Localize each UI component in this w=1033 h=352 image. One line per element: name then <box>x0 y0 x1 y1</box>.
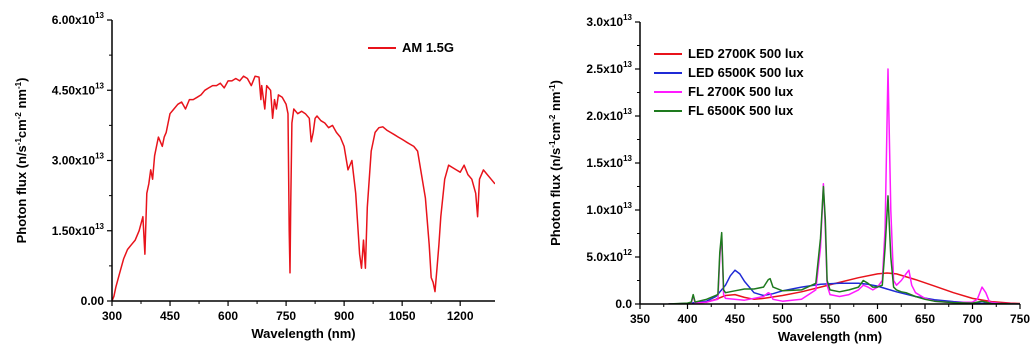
chart-indoor-lights: 350 400 450 500 550 600 650 700 750 0.0 5.0x1012 1.… <box>548 13 1030 344</box>
x-tick-label: 900 <box>334 309 354 323</box>
x-tick-label: 450 <box>160 309 180 323</box>
x-tick-label: 700 <box>962 312 982 326</box>
y-tick-label: 1.5x1013 <box>586 154 632 170</box>
legend-label: FL 6500K 500 lux <box>688 103 794 118</box>
y-tick-label: 1.0x1013 <box>586 201 632 217</box>
y-axis-title: Photon flux (n/s-1cm-2 nm-1) <box>548 80 563 246</box>
legend-label: AM 1.5G <box>402 40 454 55</box>
x-tick-label: 600 <box>218 309 238 323</box>
y-tick-label: 5.0x1012 <box>586 248 632 264</box>
x-tick-label: 500 <box>772 312 792 326</box>
x-tick-label: 1200 <box>447 309 474 323</box>
y-tick-label: 0.00 <box>81 294 105 308</box>
x-tick-label: 750 <box>1010 312 1030 326</box>
chart-am15g: 300 450 600 750 900 1050 1200 0.00 1.50x1013 3.00… <box>14 11 495 341</box>
y-tick-label: 1.50x1013 <box>52 222 105 238</box>
x-tick-label: 600 <box>867 312 887 326</box>
series-line-1 <box>668 269 1020 304</box>
x-tick-label: 300 <box>102 309 122 323</box>
y-axis-title: Photon flux (n/s-1cm-2 nm-1) <box>14 78 29 244</box>
series-line-0 <box>668 272 1020 304</box>
y-tick-label: 2.0x1013 <box>586 107 632 123</box>
x-tick-label: 450 <box>725 312 745 326</box>
series-line-0 <box>112 75 495 301</box>
y-tick-label: 6.00x1013 <box>52 11 105 27</box>
x-tick-label: 650 <box>915 312 935 326</box>
x-tick-label: 550 <box>820 312 840 326</box>
x-tick-label: 1050 <box>389 309 416 323</box>
x-tick-label: 400 <box>677 312 697 326</box>
series-line-3 <box>668 185 1020 304</box>
x-axis-title: Wavelength (nm) <box>251 326 355 341</box>
legend-label: LED 2700K 500 lux <box>688 46 804 61</box>
y-tick-label: 3.00x1013 <box>52 152 105 168</box>
y-tick-label: 0.0 <box>615 297 632 311</box>
x-tick-label: 750 <box>276 309 296 323</box>
y-tick-label: 2.5x1013 <box>586 60 632 76</box>
x-tick-label: 350 <box>630 312 650 326</box>
legend-label: FL 2700K 500 lux <box>688 84 794 99</box>
legend-label: LED 6500K 500 lux <box>688 65 804 80</box>
y-tick-label: 3.0x1013 <box>586 13 632 29</box>
y-tick-label: 4.50x1013 <box>52 81 105 97</box>
x-axis-title: Wavelength (nm) <box>778 329 882 344</box>
